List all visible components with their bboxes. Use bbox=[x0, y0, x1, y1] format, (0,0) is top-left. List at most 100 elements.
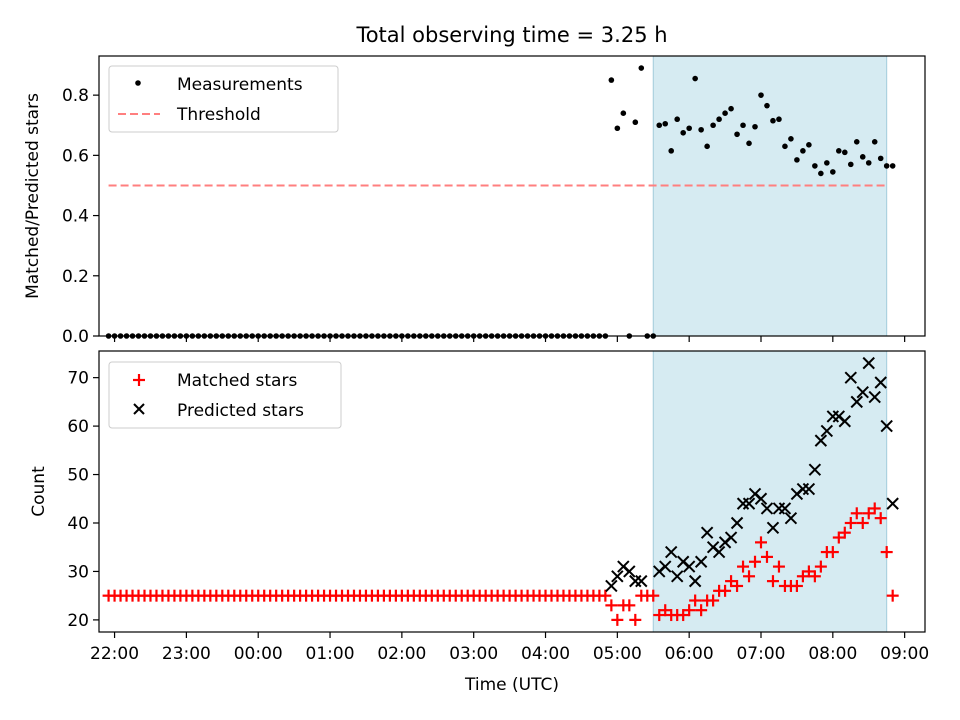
marker-stroke bbox=[874, 376, 887, 389]
y-axis-ticks: 0.0 0.2 0.4 0.6 0.8 bbox=[62, 86, 99, 347]
legend-measurement-marker bbox=[135, 80, 141, 86]
predicted-point bbox=[820, 424, 834, 438]
matched-point bbox=[880, 546, 893, 559]
matched-point bbox=[599, 589, 612, 602]
predicted-point bbox=[784, 511, 798, 525]
x-tick-label: 22:00 bbox=[90, 644, 139, 664]
measurement-point bbox=[877, 155, 884, 162]
measurement-point bbox=[710, 122, 716, 129]
marker-stroke bbox=[760, 502, 774, 515]
marker-stroke bbox=[850, 395, 863, 409]
measurement-point bbox=[788, 135, 794, 142]
measurement-point bbox=[608, 77, 615, 83]
y-tick-label: 0.6 bbox=[62, 146, 89, 166]
predicted-point bbox=[862, 356, 875, 370]
marker-stroke bbox=[808, 463, 822, 476]
x-tick-label: 06:00 bbox=[665, 644, 714, 664]
matched-point bbox=[623, 599, 636, 612]
matched-point bbox=[683, 604, 696, 617]
y-tick-label: 20 bbox=[67, 611, 89, 631]
x-tick-label: 04:00 bbox=[521, 644, 570, 664]
legend-predicted-label: Predicted stars bbox=[177, 401, 304, 421]
measurement-point bbox=[889, 163, 896, 169]
plot-frame bbox=[98, 55, 926, 337]
y-axis-label: Matched/Predicted stars bbox=[23, 93, 43, 299]
y-tick-label: 40 bbox=[67, 514, 89, 534]
matched-point bbox=[766, 575, 779, 588]
measurement-point bbox=[794, 157, 800, 163]
marker-stroke bbox=[700, 526, 714, 539]
measurement-point bbox=[674, 116, 680, 123]
predicted-point bbox=[760, 502, 774, 515]
matched-point bbox=[629, 613, 642, 626]
measurement-point bbox=[776, 116, 782, 123]
predicted-point bbox=[844, 371, 857, 384]
marker-stroke bbox=[802, 482, 816, 496]
measurement-point bbox=[758, 92, 764, 98]
y-axis-ticks: 20 30 40 50 60 70 bbox=[67, 369, 99, 631]
top-panel: 0.00.20.40.60.8 Matched/Predicted stars … bbox=[23, 55, 926, 347]
matched-point bbox=[772, 560, 785, 573]
marker-stroke bbox=[659, 560, 672, 573]
measurement-point bbox=[883, 163, 890, 169]
measurement-point bbox=[806, 142, 812, 148]
measurement-point bbox=[853, 139, 860, 145]
x-tick-label: 07:00 bbox=[736, 644, 785, 664]
legend-threshold-label: Threshold bbox=[176, 105, 261, 125]
marker-stroke bbox=[880, 419, 893, 433]
measurement-point bbox=[836, 148, 842, 154]
predicted-point bbox=[635, 574, 648, 588]
measurement-point bbox=[698, 126, 704, 133]
x-tick-label: 09:00 bbox=[880, 644, 929, 664]
y-tick-label: 70 bbox=[67, 369, 89, 389]
matched-point bbox=[850, 507, 863, 520]
marker-stroke bbox=[605, 579, 618, 593]
measurement-point bbox=[782, 143, 788, 150]
predicted-point bbox=[802, 482, 816, 496]
marker-stroke bbox=[742, 497, 756, 510]
matched-point bbox=[760, 550, 773, 563]
measurement-point bbox=[746, 140, 752, 147]
matched-point bbox=[695, 604, 708, 617]
measurement-point bbox=[692, 75, 698, 82]
marker-stroke bbox=[754, 492, 768, 505]
marker-stroke bbox=[694, 555, 708, 568]
marker-stroke bbox=[856, 385, 869, 399]
x-tick-label: 05:00 bbox=[593, 644, 642, 664]
y-tick-label: 0.2 bbox=[62, 267, 89, 287]
measurement-point bbox=[728, 105, 734, 112]
predicted-point bbox=[611, 570, 624, 583]
matched-point bbox=[826, 546, 839, 559]
measurement-point bbox=[740, 122, 746, 129]
predicted-point bbox=[850, 395, 863, 409]
y-tick-label: 0.0 bbox=[62, 327, 89, 347]
matched-point bbox=[838, 526, 851, 539]
y-tick-label: 30 bbox=[67, 562, 89, 582]
predicted-point bbox=[856, 385, 869, 399]
predicted-point bbox=[778, 502, 792, 515]
x-tick-label: 08:00 bbox=[808, 644, 857, 664]
measurement-point bbox=[824, 160, 830, 166]
matched-point bbox=[611, 613, 624, 626]
predicted-point bbox=[754, 492, 768, 505]
legend-measurements-label: Measurements bbox=[177, 75, 303, 95]
measurement-point bbox=[668, 148, 675, 154]
measurement-point bbox=[734, 131, 740, 138]
shaded-span bbox=[652, 55, 888, 337]
predicted-point bbox=[659, 560, 672, 573]
matched-point bbox=[814, 560, 827, 573]
matched-point bbox=[731, 579, 744, 592]
predicted-point bbox=[838, 415, 852, 428]
shaded-span bbox=[652, 350, 888, 633]
predicted-point bbox=[766, 521, 780, 535]
marker-stroke bbox=[868, 390, 881, 404]
measurement-point bbox=[614, 125, 621, 132]
predicted-point bbox=[694, 555, 708, 568]
marker-stroke bbox=[623, 565, 636, 578]
predicted-point bbox=[808, 463, 822, 476]
marker-stroke bbox=[886, 497, 899, 510]
matched-point bbox=[856, 516, 869, 529]
measurement-point bbox=[847, 161, 854, 168]
marker-stroke bbox=[778, 502, 792, 515]
